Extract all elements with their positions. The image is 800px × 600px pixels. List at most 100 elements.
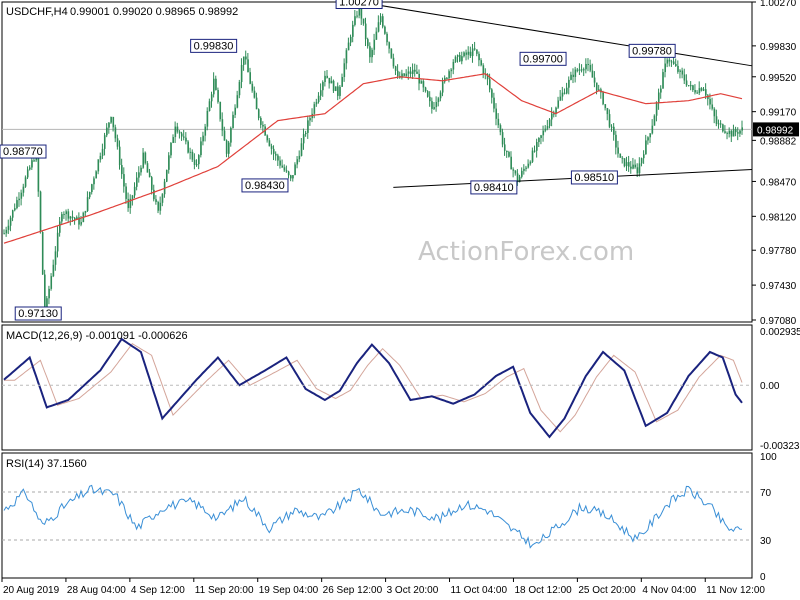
candle-body [501, 132, 504, 145]
candle-body [37, 148, 40, 192]
candle-body [542, 130, 545, 136]
candle-body [728, 130, 731, 134]
candle-body [330, 80, 333, 84]
candle-body [570, 74, 572, 80]
candle-body [557, 100, 560, 108]
candle-body [559, 96, 562, 101]
y-tick-label: 1.00270 [760, 0, 797, 9]
candle-body [202, 135, 204, 142]
candle-body [48, 288, 50, 299]
candle-body [553, 113, 555, 115]
candle-body [414, 69, 416, 72]
candle-body [50, 276, 53, 289]
candle-body [405, 73, 408, 76]
candle-body [225, 140, 228, 154]
candle-body [476, 49, 478, 54]
candle-body [683, 74, 686, 81]
candle-body [61, 214, 63, 222]
candle-body [67, 211, 70, 219]
x-tick-label: 19 Sep 04:00 [259, 585, 319, 596]
candle-body [598, 89, 600, 91]
candle-body [14, 208, 16, 211]
candle-body [217, 89, 219, 102]
rsi-y-tick-label: 0 [760, 572, 766, 583]
candle-body [711, 104, 714, 109]
candle-body [176, 126, 179, 132]
x-tick-label: 11 Oct 04:00 [451, 585, 508, 596]
candle-body [574, 69, 577, 77]
candle-body [518, 176, 521, 183]
candle-body [18, 198, 20, 201]
candle-body [238, 82, 241, 96]
candle-body [294, 164, 296, 176]
candle-body [174, 126, 177, 138]
price-label-box [470, 180, 518, 195]
candle-body [386, 33, 388, 43]
candle-body [497, 118, 500, 126]
candle-body [657, 92, 660, 104]
macd-signal-line [4, 343, 743, 433]
candle-body [257, 109, 260, 119]
candle-body [672, 61, 675, 65]
candle-body [514, 170, 517, 174]
candle-body [39, 191, 42, 233]
candle-body [602, 92, 604, 105]
candle-body [360, 3, 363, 19]
y-tick-label: 0.97430 [760, 281, 797, 292]
candle-body [647, 137, 649, 141]
candle-body [56, 232, 59, 252]
candle-body [71, 216, 74, 218]
candle-body [103, 135, 106, 149]
candle-body [713, 108, 716, 117]
candle-body [623, 158, 626, 167]
candle-body [439, 92, 442, 99]
candle-body [516, 173, 519, 183]
current-price-box [753, 122, 799, 137]
candle-body [326, 75, 329, 78]
candle-body [84, 210, 87, 213]
candle-body [302, 134, 305, 144]
watermark: ActionForex.com [418, 237, 634, 267]
ohlc-label: 0.99001 0.99020 0.98965 0.98992 [70, 6, 238, 18]
candle-body [362, 18, 365, 24]
candle-body [193, 159, 196, 165]
candle-body [426, 91, 429, 97]
candle-body [345, 50, 348, 64]
x-tick-label: 3 Oct 20:00 [387, 585, 439, 596]
macd-panel-frame [1, 324, 753, 451]
candle-body [615, 134, 617, 148]
candle-body [670, 61, 673, 63]
candle-body [551, 113, 553, 120]
candle-body [589, 64, 592, 71]
price-label-box [0, 144, 47, 159]
candle-body [129, 198, 132, 209]
candle-body [5, 229, 8, 234]
candle-body [108, 122, 110, 128]
candle-body [662, 72, 664, 89]
candle-body [696, 92, 699, 94]
candle-body [172, 137, 174, 143]
candle-body [298, 155, 301, 160]
candle-body [390, 48, 393, 58]
candle-body [76, 217, 78, 220]
candle-body [580, 69, 583, 71]
candle-body [127, 198, 130, 209]
candle-body [230, 128, 232, 143]
candle-body [356, 15, 358, 17]
price-label-text: 0.98430 [245, 180, 285, 192]
candle-body [255, 97, 258, 110]
candle-body [59, 221, 61, 233]
candle-body [538, 138, 540, 143]
candle-body [221, 119, 224, 131]
candle-body [65, 211, 68, 215]
candle-body [632, 164, 634, 169]
candle-body [287, 171, 290, 176]
price-label-box [335, 0, 383, 10]
candle-body [364, 23, 367, 40]
candle-body [482, 65, 485, 74]
candle-body [493, 97, 495, 109]
candle-body [726, 132, 729, 134]
candle-body [548, 119, 551, 127]
candle-body [488, 79, 491, 90]
time-x-axis: 20 Aug 2019 28 Aug 04:00 4 Sep 12:00 11 Sep… [1, 578, 765, 596]
